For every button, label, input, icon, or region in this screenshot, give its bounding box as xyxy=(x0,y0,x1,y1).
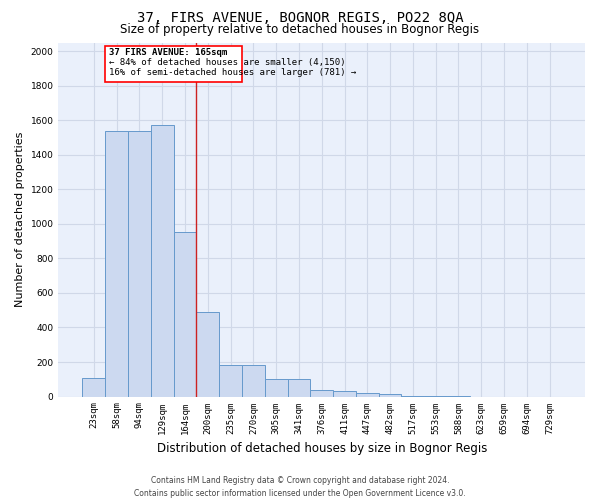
Bar xyxy=(151,124,173,396)
Bar xyxy=(379,394,401,396)
Text: 37 FIRS AVENUE: 165sqm: 37 FIRS AVENUE: 165sqm xyxy=(109,48,227,56)
Bar xyxy=(356,393,379,396)
Bar xyxy=(242,364,265,396)
Bar xyxy=(105,130,128,396)
Text: ← 84% of detached houses are smaller (4,150): ← 84% of detached houses are smaller (4,… xyxy=(109,58,345,67)
Text: 16% of semi-detached houses are larger (781) →: 16% of semi-detached houses are larger (… xyxy=(109,68,356,78)
Bar xyxy=(310,390,333,396)
Bar xyxy=(196,312,219,396)
Bar xyxy=(287,380,310,396)
FancyBboxPatch shape xyxy=(105,46,242,82)
Bar xyxy=(333,392,356,396)
Bar xyxy=(219,364,242,396)
Y-axis label: Number of detached properties: Number of detached properties xyxy=(15,132,25,307)
Bar xyxy=(128,130,151,396)
Text: Size of property relative to detached houses in Bognor Regis: Size of property relative to detached ho… xyxy=(121,23,479,36)
Bar xyxy=(265,380,287,396)
X-axis label: Distribution of detached houses by size in Bognor Regis: Distribution of detached houses by size … xyxy=(157,442,487,455)
Text: Contains HM Land Registry data © Crown copyright and database right 2024.
Contai: Contains HM Land Registry data © Crown c… xyxy=(134,476,466,498)
Bar xyxy=(82,378,105,396)
Bar xyxy=(173,232,196,396)
Text: 37, FIRS AVENUE, BOGNOR REGIS, PO22 8QA: 37, FIRS AVENUE, BOGNOR REGIS, PO22 8QA xyxy=(137,11,463,25)
